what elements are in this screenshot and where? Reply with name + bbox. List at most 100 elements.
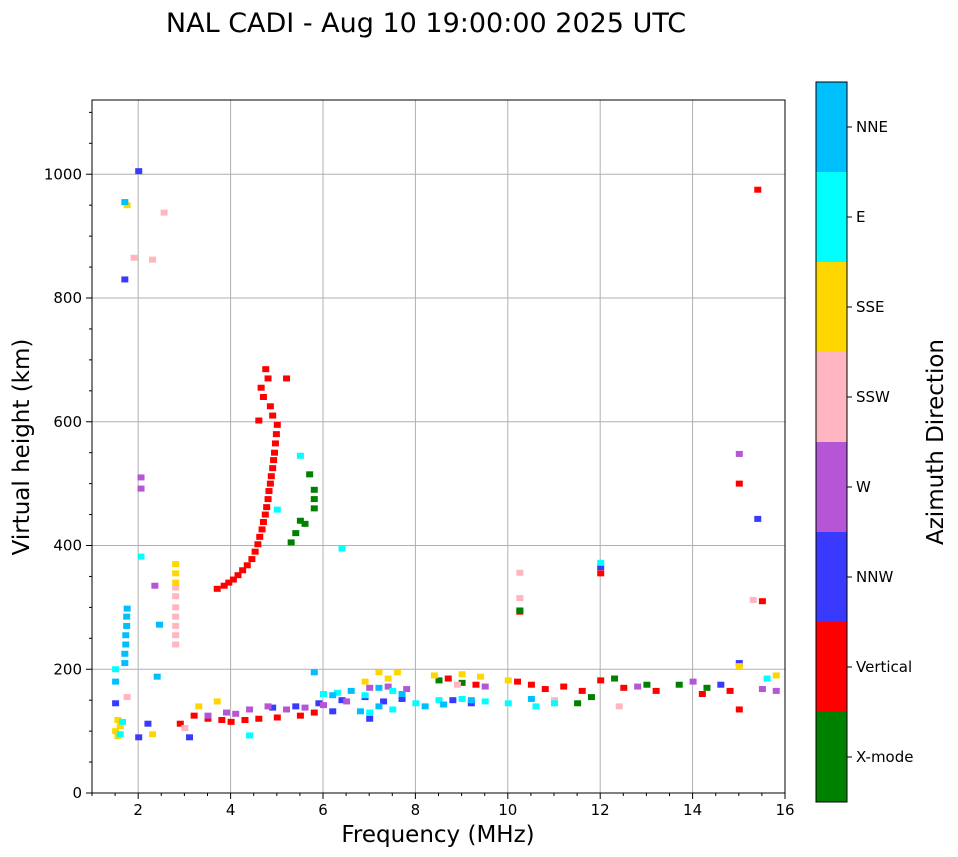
data-point-sse [149,731,157,738]
data-point-vertical [620,684,628,691]
data-point-x-mode [675,681,683,688]
grid-lines [92,100,786,794]
data-point-vertical [527,681,535,688]
data-point-nne [329,692,337,699]
colorbar-tick-label: E [856,208,865,226]
data-point-sse [114,716,122,723]
y-tick-label: 1000 [44,165,82,183]
data-point-vertical [220,582,228,589]
data-point-vertical [254,541,262,548]
data-point-x-mode [296,517,304,524]
data-point-ssw [453,681,461,688]
data-point-vertical [264,375,272,382]
data-point-vertical [698,691,706,697]
data-point-e [296,452,304,459]
colorbar-tick-label: NNE [856,118,888,136]
data-point-e [320,691,327,697]
data-point-vertical [266,403,274,410]
data-point-vertical [264,496,272,503]
data-point-nnw [398,695,406,702]
colorbar-frame [815,81,848,803]
data-point-nne [121,199,129,206]
x-tick-label: 12 [591,801,610,819]
data-point-vertical [257,384,265,391]
data-point-w [735,450,743,457]
data-point-vertical [227,718,235,725]
data-point-vertical [271,440,279,447]
colorbar-segment [816,532,847,622]
data-point-nnw [144,720,152,727]
data-point-vertical [176,720,184,727]
data-point-e [763,675,771,682]
data-point-x-mode [287,539,295,546]
y-axis-label: Virtual height (km) [9,339,35,556]
data-point-w [222,709,230,716]
data-point-ssw [172,593,180,600]
data-point-nne [122,641,130,648]
data-point-x-mode [574,700,582,707]
data-point-vertical [541,686,549,693]
colorbar: X-mode Vertical NNW W SSW SSE E NNE [815,81,913,803]
data-point-nne [347,687,355,694]
y-tick-label: 0 [72,784,82,802]
colorbar-segment [816,352,847,442]
data-point-w [403,686,411,693]
data-point-vertical [258,526,266,533]
data-point-w [481,683,489,690]
data-point-vertical [726,687,734,694]
colorbar-tick-label: Vertical [856,658,912,676]
colorbar-tick-label: NNW [856,568,893,586]
data-point-e [597,559,605,566]
data-point-vertical [267,473,275,480]
data-point-sse [361,678,369,685]
data-point-vertical [652,687,660,694]
data-point-nne [155,621,163,628]
data-point-nne [421,703,429,710]
data-point-w [137,474,145,481]
data-point-vertical [444,675,452,682]
data-point-w [689,678,697,685]
data-point-e [361,692,369,699]
data-point-vertical [754,186,762,193]
data-point-vertical [735,480,743,487]
data-point-nnw [186,734,194,741]
data-point-nnw [754,515,762,522]
data-point-nnw [717,681,725,688]
data-point-w [772,687,780,694]
data-point-w [246,706,254,713]
data-point-vertical [239,567,247,574]
axes: 2 4 6 8 10 12 14 16 0 200 400 600 800 1000 [44,111,795,819]
data-point-vertical [266,480,274,487]
data-point-e [112,666,120,673]
data-point-e [366,709,374,716]
data-point-nne [112,678,120,685]
data-point-ssw [172,604,180,611]
data-point-nne [121,660,129,667]
data-point-vertical [514,678,522,685]
colorbar-label: Azimuth Direction [923,339,949,545]
data-point-w [264,703,272,710]
data-point-sse [172,570,180,577]
data-point-nne [356,708,364,715]
data-point-nnw [315,700,323,707]
data-point-nnw [366,715,374,722]
data-point-nnw [292,703,300,710]
data-point-vertical [204,715,212,722]
data-point-vertical [259,518,267,525]
data-point-ssw [149,256,157,263]
data-point-nnw [135,168,143,175]
data-point-e [389,687,397,694]
data-point-vertical [273,421,281,428]
data-point-x-mode [310,505,318,512]
data-point-e [551,700,558,707]
data-point-vertical [251,548,259,555]
data-point-vertical [272,431,280,438]
data-point-vertical [269,412,277,419]
data-point-vertical [270,457,278,464]
data-point-w [758,686,766,693]
data-point-ssw [516,569,524,576]
data-point-e [246,732,254,739]
data-point-vertical [735,706,743,713]
data-point-w [137,485,145,492]
x-tick-label: 2 [133,801,143,819]
